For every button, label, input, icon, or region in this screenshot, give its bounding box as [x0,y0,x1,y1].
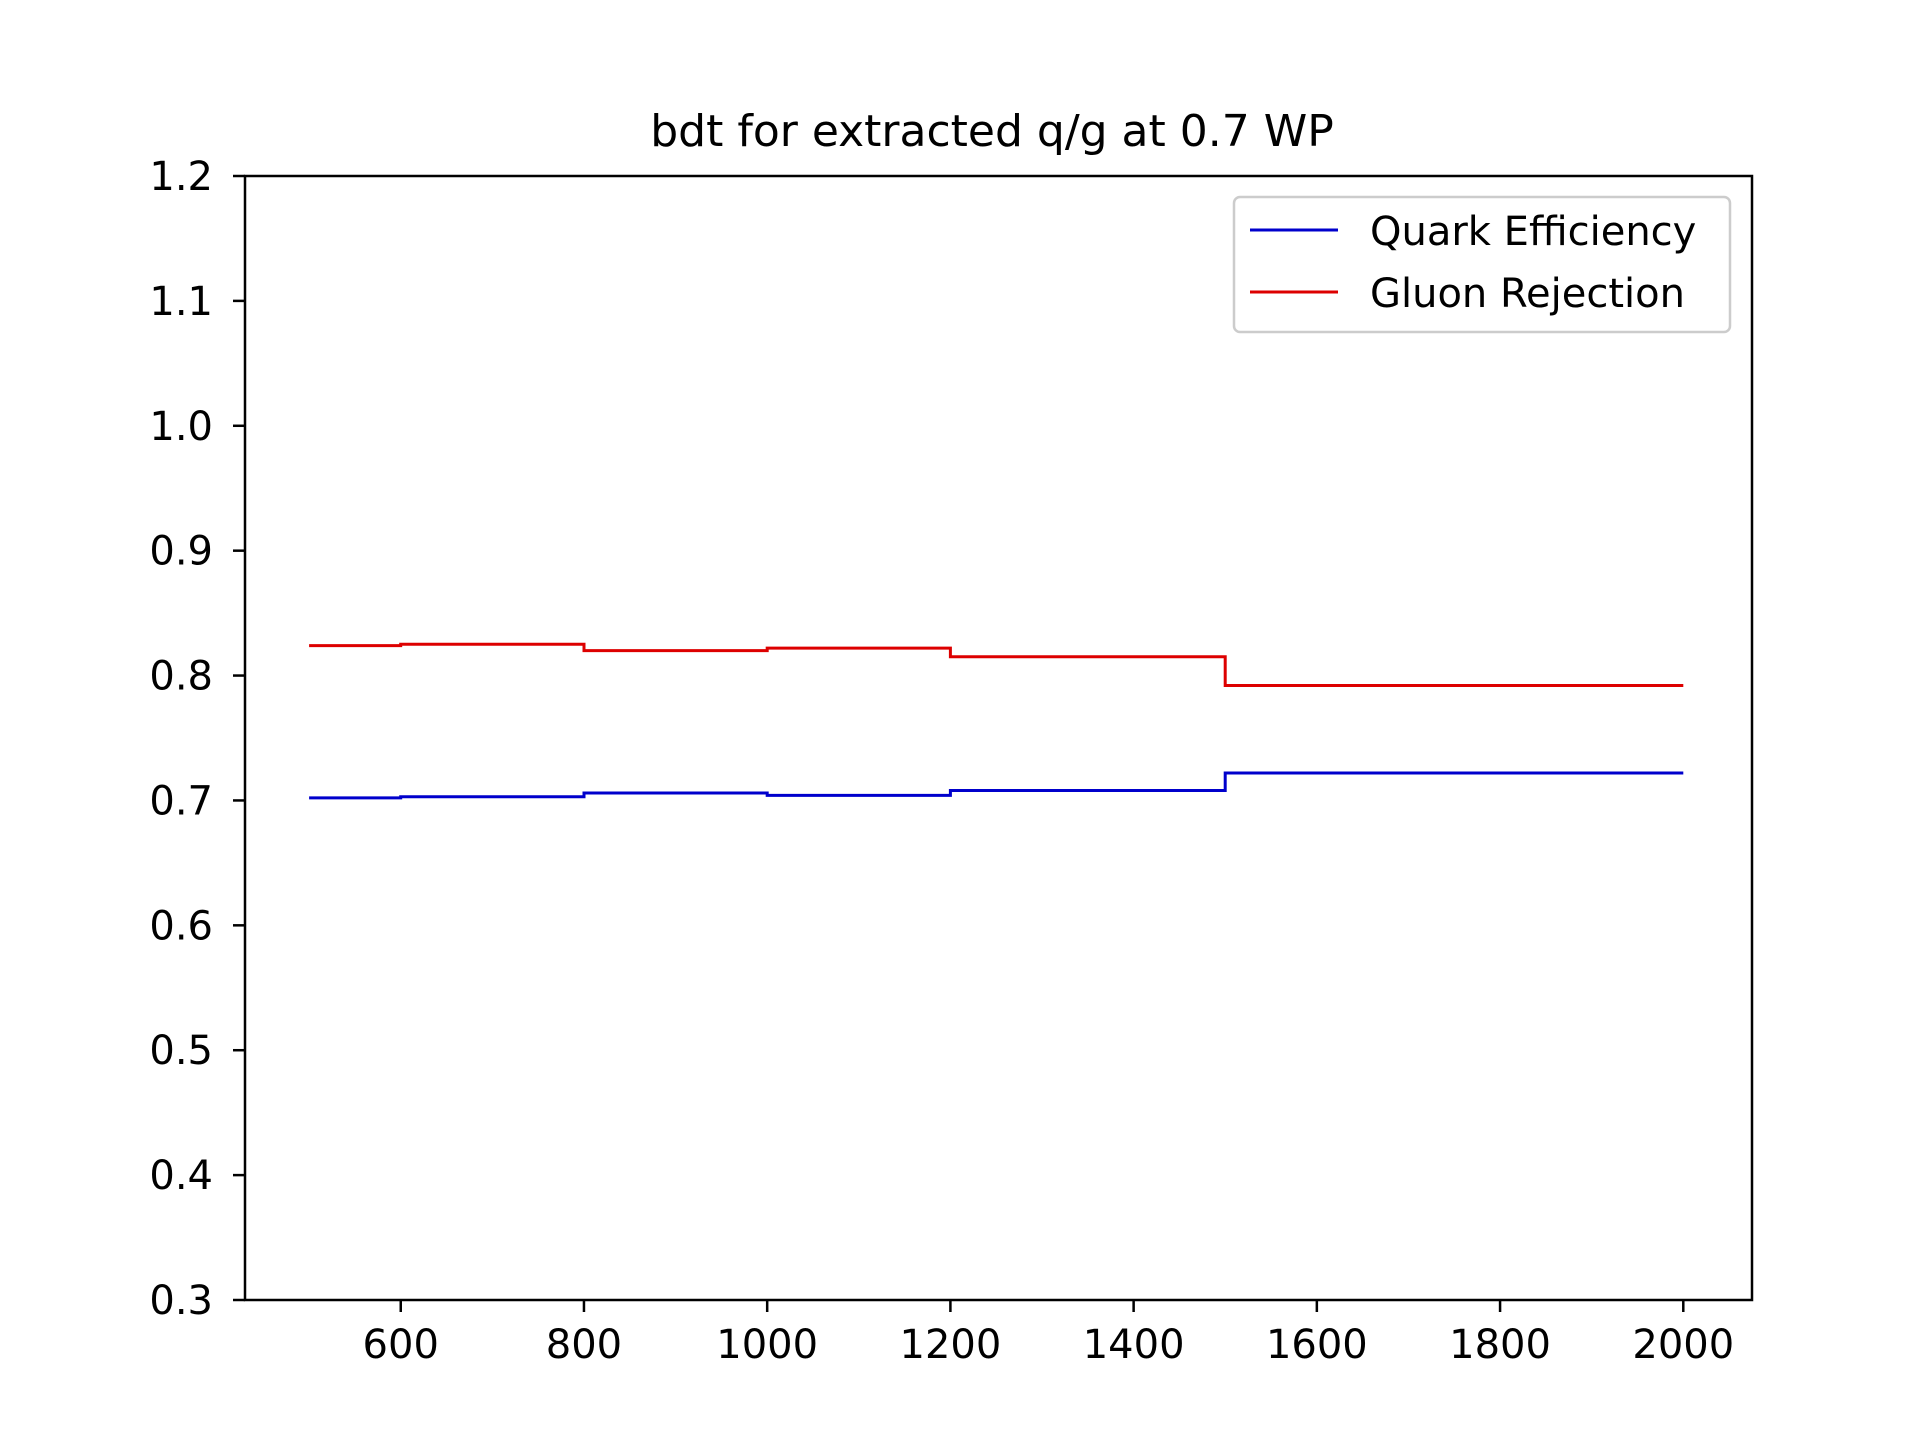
series-line-quark-efficiency [309,771,1684,800]
y-tick-label: 0.6 [149,903,213,949]
x-tick-label: 1400 [1083,1322,1185,1368]
y-axis: 0.3 0.4 0.5 0.6 0.7 0.8 0.9 1.0 1.1 1.2 [149,154,245,1324]
y-tick-label: 1.0 [149,404,213,450]
y-tick-label: 0.7 [149,778,213,824]
y-tick-label: 0.9 [149,529,213,575]
x-axis: 600 800 1000 1200 1400 1600 1800 2000 [363,1300,1734,1368]
y-tick-label: 0.3 [149,1278,213,1324]
chart-title: bdt for extracted q/g at 0.7 WP [650,106,1334,157]
series-layer [309,642,1684,800]
x-tick-label: 1000 [716,1322,818,1368]
x-tick-label: 2000 [1632,1322,1734,1368]
x-tick-label: 800 [546,1322,622,1368]
y-tick-label: 0.8 [149,654,213,700]
x-tick-label: 1600 [1266,1322,1368,1368]
y-tick-label: 0.5 [149,1028,213,1074]
x-tick-label: 1800 [1449,1322,1551,1368]
legend-label-quark-efficiency: Quark Efficiency [1370,209,1696,255]
series-line-gluon-rejection [309,642,1684,687]
x-tick-label: 600 [363,1322,439,1368]
x-tick-label: 1200 [900,1322,1002,1368]
plot-frame [243,174,1754,1302]
y-tick-label: 0.4 [149,1153,213,1199]
legend-box [1232,195,1732,334]
legend-label-gluon-rejection: Gluon Rejection [1370,271,1685,317]
legend: Quark Efficiency Gluon Rejection [1232,195,1732,334]
y-tick-label: 1.1 [149,279,213,325]
y-tick-label: 1.2 [149,154,213,200]
